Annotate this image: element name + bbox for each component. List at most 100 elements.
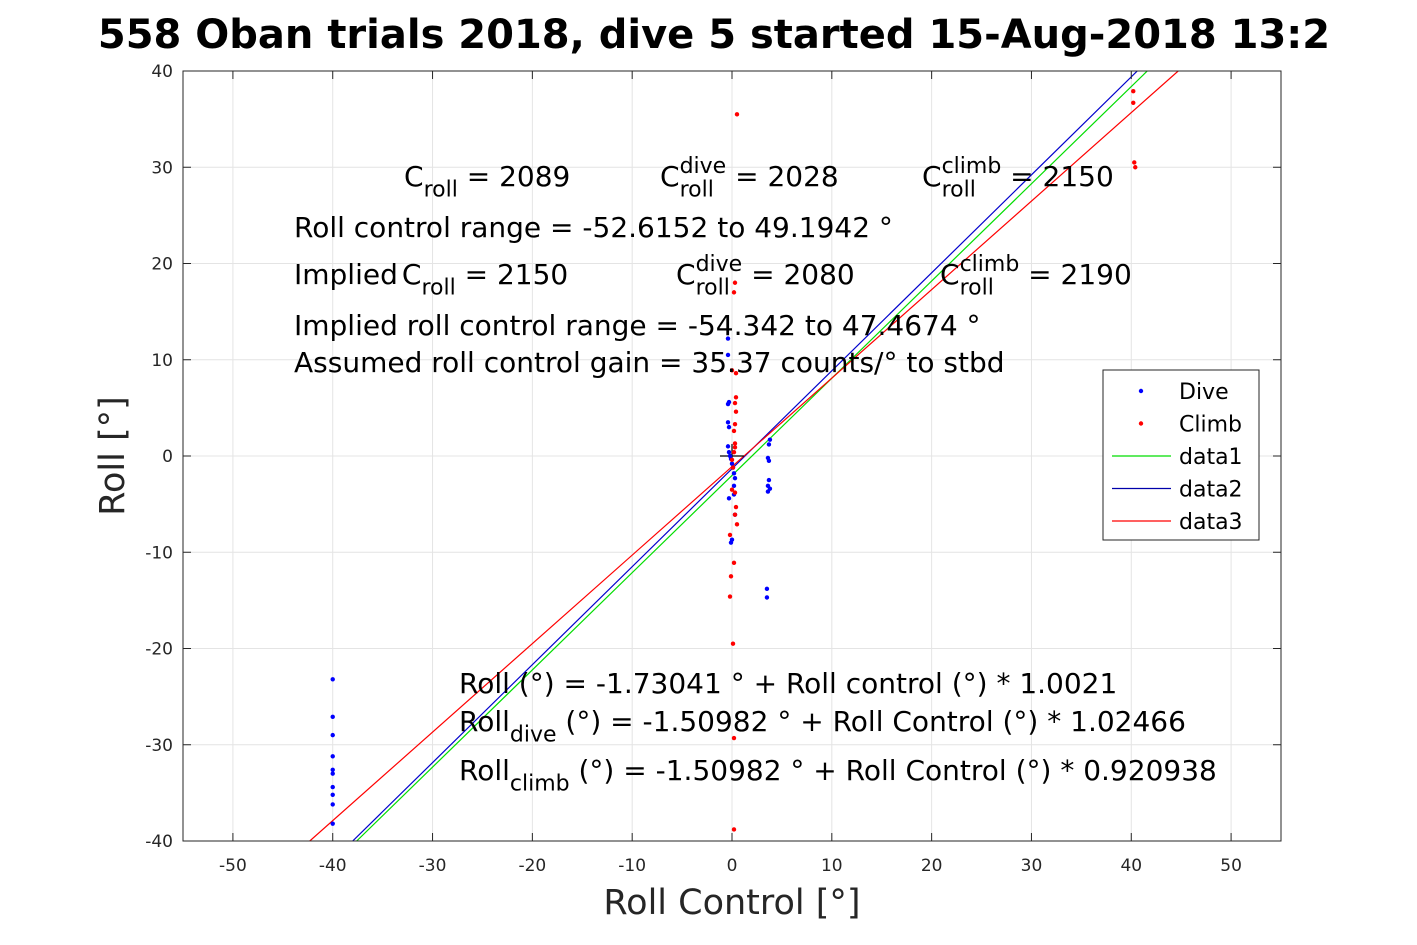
annotation-sub: roll — [960, 276, 994, 301]
annotation-implied-range: Implied roll control range = -54.342 to … — [294, 309, 981, 342]
annotation-rest: = 2190 — [1019, 258, 1132, 291]
dive-point — [729, 461, 735, 466]
dive-point — [766, 442, 772, 447]
x-tick-label: 20 — [921, 856, 943, 876]
dive-point — [330, 821, 335, 826]
climb-point — [729, 487, 735, 492]
dive-point — [330, 771, 335, 776]
climb-point — [727, 532, 733, 538]
annotations: Croll = 2089 Crolldive = 2028 Crollclimb =… — [294, 154, 1217, 797]
x-tick-label: -50 — [219, 856, 247, 876]
annotation-base: C — [940, 258, 960, 291]
annotation-fit-dive: Rolldive (°) = -1.50982 ° + Roll Control… — [459, 705, 1186, 748]
climb-point — [732, 512, 738, 517]
legend-label: data3 — [1179, 510, 1243, 535]
legend-box — [1102, 369, 1260, 541]
climb-point — [731, 290, 737, 295]
y-tick-label: -20 — [145, 640, 173, 660]
chart-title: 558 Oban trials 2018, dive 5 started 15-… — [98, 12, 1330, 58]
dive-point — [330, 677, 335, 682]
climb-point — [728, 574, 734, 579]
y-tick-label: 0 — [162, 447, 173, 467]
climb-point — [732, 490, 738, 495]
annotation-rest: = 2080 — [742, 258, 855, 291]
y-tick-label: -10 — [145, 543, 173, 563]
dive-point — [330, 784, 335, 790]
annotation-rest: = 2089 — [458, 160, 571, 193]
climb-point — [733, 371, 739, 376]
x-tick-label: -10 — [618, 856, 646, 876]
annotation-rest: = 2150 — [456, 258, 569, 291]
legend-marker-dive — [1138, 388, 1144, 394]
x-tick-label: -20 — [518, 856, 546, 876]
dive-point — [726, 496, 732, 501]
annotation-base: C — [660, 160, 680, 193]
x-tick-label: 10 — [821, 856, 843, 876]
annotation-rest: = 2150 — [1001, 160, 1114, 193]
dive-point — [731, 483, 737, 489]
annotation-c-roll: Croll = 2089 — [404, 160, 570, 203]
dive-point — [726, 424, 732, 430]
annotation-rest: = 2028 — [726, 160, 839, 193]
annotation-implied-c-roll-climb: Crollclimb = 2190 — [940, 252, 1132, 301]
climb-point — [732, 400, 738, 406]
climb-point — [1131, 100, 1136, 105]
annotation-implied-c-roll-dive: Crolldive = 2080 — [676, 252, 855, 301]
climb-point — [731, 827, 737, 832]
dive-point — [330, 767, 335, 772]
annotation-sub: climb — [510, 772, 570, 797]
series-line-data2 — [352, 71, 1138, 841]
climb-point — [731, 449, 737, 455]
climb-point — [1131, 89, 1136, 94]
dive-point — [766, 477, 772, 483]
annotation-sub: dive — [510, 723, 557, 748]
climb-point — [731, 735, 737, 741]
dive-point — [330, 792, 335, 797]
y-tick-label: 20 — [151, 255, 173, 275]
dive-point — [330, 802, 335, 807]
annotation-roll-control-range: Roll control range = -52.6152 to 49.1942… — [294, 211, 893, 244]
climb-point — [733, 395, 739, 400]
climb-point — [732, 445, 738, 450]
dive-point — [725, 352, 731, 358]
dive-point — [725, 444, 731, 449]
climb-point — [732, 422, 738, 427]
annotation-rest: (°) = -1.50982 ° + Roll Control (°) * 1.… — [557, 705, 1186, 738]
x-axis-label: Roll Control [°] — [603, 883, 860, 923]
dive-point — [330, 732, 335, 738]
legend: Dive Climb data1 data2 data3 — [1102, 369, 1260, 541]
legend-label: Climb — [1179, 413, 1242, 438]
climb-point — [733, 409, 739, 414]
dive-point — [765, 489, 771, 494]
legend-marker-climb — [1138, 421, 1144, 426]
dive-point — [731, 471, 737, 476]
annotation-base: Roll — [459, 754, 510, 787]
dive-point — [330, 714, 335, 720]
y-axis-label: Roll [°] — [93, 396, 133, 516]
annotation-c-roll-dive: Crolldive = 2028 — [660, 154, 839, 203]
annotation-sub: roll — [424, 178, 458, 203]
dive-point — [728, 540, 734, 545]
series-line-data1 — [356, 71, 1148, 841]
annotation-assumed-gain: Assumed roll control gain = 35.37 counts… — [294, 346, 1005, 379]
dive-point — [725, 420, 731, 425]
dive-point — [726, 399, 732, 405]
climb-point — [730, 641, 736, 646]
annotation-sub: roll — [696, 276, 730, 301]
climb-point — [731, 428, 737, 434]
x-tick-label: -40 — [319, 856, 347, 876]
annotation-fit-climb: Rollclimb (°) = -1.50982 ° + Roll Contro… — [459, 754, 1217, 797]
annotation-base: C — [402, 258, 422, 291]
annotation-base: C — [922, 160, 942, 193]
y-tick-label: 10 — [151, 351, 173, 371]
axis-ticks: -50 -40 -30 -20 -10 0 10 20 30 40 50 -40 -30 -20 -10 0 1… — [145, 62, 1281, 876]
annotation-sub: roll — [680, 178, 714, 203]
annotation-implied-prefix: Implied — [294, 258, 398, 291]
legend-label: Dive — [1179, 380, 1229, 405]
annotation-fit-all: Roll (°) = -1.73041 ° + Roll control (°)… — [459, 667, 1117, 700]
climb-point — [1132, 160, 1137, 165]
plot-area — [309, 71, 1179, 841]
x-tick-label: -30 — [419, 856, 447, 876]
dive-point — [732, 475, 738, 481]
climb-point — [731, 560, 737, 566]
